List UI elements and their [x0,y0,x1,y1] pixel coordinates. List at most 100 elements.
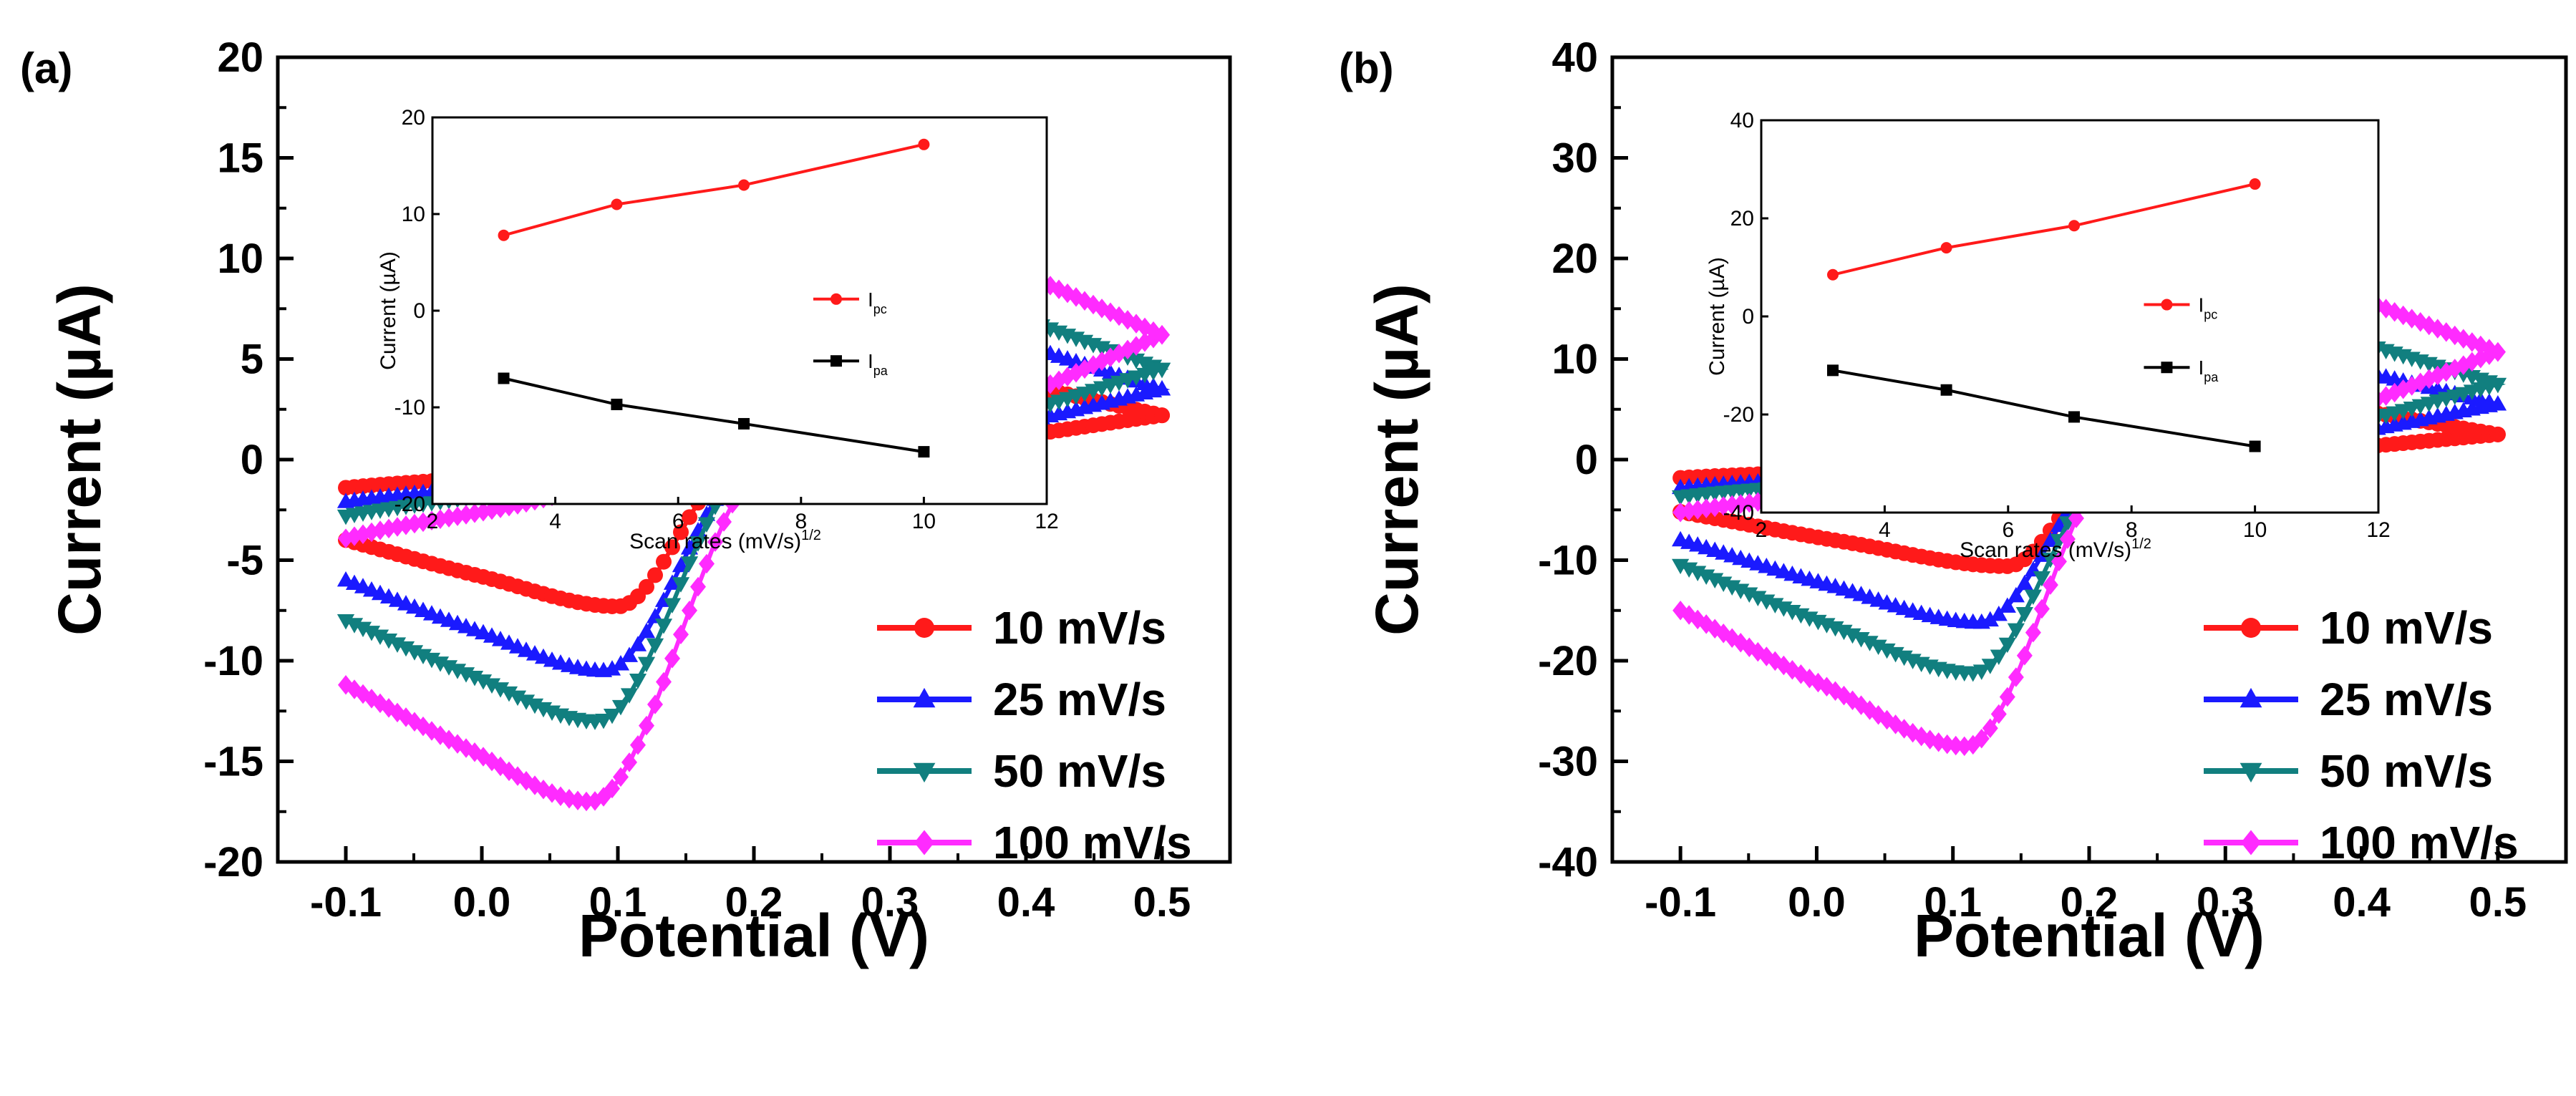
data-point [663,574,682,590]
data-point [646,638,664,654]
data-point [629,674,647,689]
y-tick-label: 40 [1551,34,1598,81]
data-point [2042,575,2058,595]
x-tick-label: 0.4 [2333,879,2391,926]
inset-y-axis-title: Current (µA) [377,251,400,370]
x-tick-label: 0.3 [861,879,919,926]
data-point [1981,659,1999,674]
data-point [1998,637,2016,654]
data-point [673,624,689,645]
legend-marker [2241,618,2261,638]
data-point [637,622,656,639]
y-axis-title: Current (µA) [1363,283,1430,636]
inset-legend-marker [2161,362,2173,374]
inset-x-tick-label: 8 [2126,518,2138,542]
data-point [656,553,672,570]
data-point [2489,341,2506,362]
inset-y-tick-label: 0 [1742,305,1754,329]
inset-x-tick-label: 4 [549,510,561,533]
inset-x-tick-label: 2 [427,510,439,533]
data-point [603,708,621,724]
legend-label: 50 mV/s [993,745,1166,797]
data-point [594,713,613,729]
inset-legend-label: Ipa [868,350,888,378]
data-point [604,778,620,799]
data-point [517,694,536,710]
data-point [354,621,372,638]
x-tick-label: 0.0 [1788,879,1846,926]
data-point [508,690,527,707]
data-point [1154,407,1170,424]
data-point [1153,362,1171,379]
legend-label: 25 mV/s [993,674,1166,725]
inset-data-point [2249,178,2261,190]
inset-y-tick-label: -20 [394,493,425,516]
data-point [2015,607,2033,623]
inset-y-axis-title: Current (µA) [1705,257,1729,376]
data-point [1990,605,2008,621]
data-point [2008,667,2024,687]
data-point [1998,597,2016,613]
inset-legend-subscript: pc [873,302,887,316]
inset-series-pc [1826,178,2261,281]
y-tick-label: 0 [1575,437,1598,483]
inset-legend-text: I [868,288,873,311]
x-tick-label: 0.5 [2469,879,2527,926]
inset-line [1832,183,2256,276]
inset-x-axis-title-sup: 1/2 [801,528,821,543]
inset-legend-marker [830,355,842,367]
data-point [664,649,680,669]
inset-x-tick-label: 8 [795,510,807,533]
y-tick-label: 20 [217,34,263,81]
inset-data-point [1826,268,1839,281]
legend-label: 10 mV/s [993,602,1166,654]
inset-x-tick-label: 6 [672,510,684,533]
inset-x-tick-label: 10 [2243,518,2267,542]
inset-frame [431,116,1048,505]
inset-data-point [918,446,930,458]
inset-x-tick-label: 12 [1035,510,1058,533]
inset-y-tick-label: 20 [1730,207,1754,231]
data-point [639,715,654,736]
y-tick-label: -40 [1538,839,1598,886]
x-tick-label: 0.2 [725,879,783,926]
inset-y-tick-label: -10 [394,396,425,420]
data-point [637,656,656,673]
inset-data-point [2068,220,2081,232]
inset-data-point [1940,242,1952,254]
data-point [663,598,682,614]
y-tick-label: 20 [1551,236,1598,282]
data-point [664,539,680,556]
y-tick-label: 0 [241,437,263,483]
data-point [697,517,716,533]
x-axis-title: Potential (V) [1914,902,2265,969]
data-point [1153,380,1171,396]
x-tick-label: 0.4 [997,879,1055,926]
data-point [1990,704,2007,724]
data-point [682,509,697,525]
inset-y-tick-label: -20 [1723,403,1754,427]
data-point [371,629,389,645]
inset-data-point [1940,384,1952,396]
legend-marker [913,762,936,783]
data-point [379,633,398,649]
inset-y-tick-label: 10 [402,203,425,226]
inset-x-axis-title-text: Scan rates (mV/s) [629,530,801,553]
inset-legend-label: Ipc [2198,294,2217,322]
legend-marker [913,687,936,708]
y-tick-label: -10 [203,638,263,684]
x-tick-label: 0.3 [2197,879,2255,926]
inset-chart: -20 -10 0 10 20 2 4 6 8 10 12 Scan rates (mV/s)1/2 C… [377,106,1059,553]
y-tick-label: -30 [1538,739,1598,785]
data-point [1154,325,1170,345]
y-tick-label: 15 [217,135,263,182]
data-point [2007,586,2025,603]
inset-line [1832,369,2255,448]
inset-legend-subscript: pc [2204,308,2217,322]
inset-y-tick-label: 0 [413,299,425,323]
data-point [397,641,415,657]
inset-legend-subscript: pa [873,364,888,378]
inset-legend-text: I [2198,294,2204,316]
inset-legend-marker [2161,299,2173,311]
